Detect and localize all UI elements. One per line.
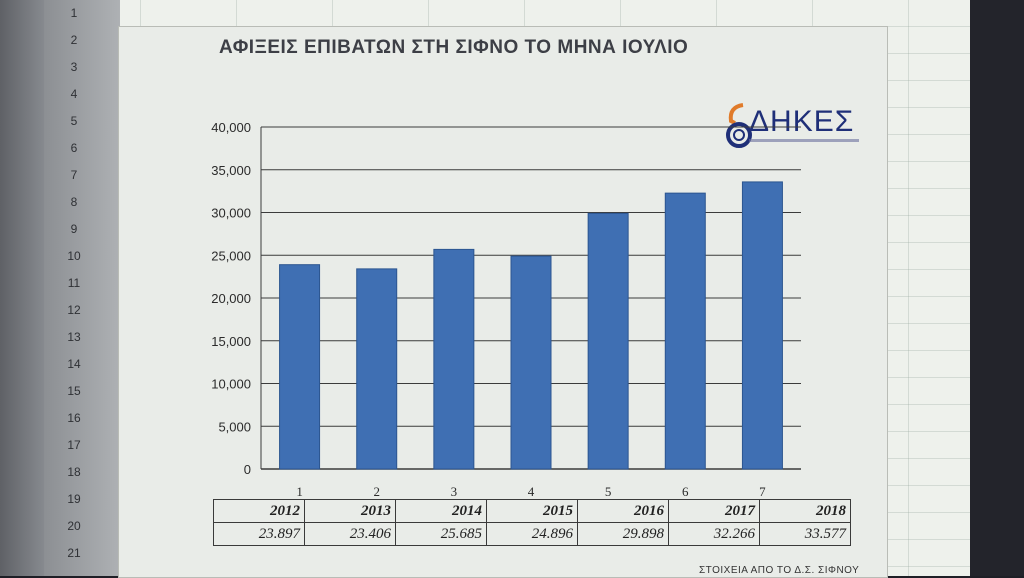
row-number[interactable]: 21 [67, 546, 81, 560]
x-tick-label: 3 [451, 484, 458, 499]
value-cell[interactable]: 24.896 [486, 522, 578, 546]
data-table: 2012 2013 2014 2015 2016 2017 2018 23.897 23.40… [213, 499, 851, 546]
logo-swirl-icon [726, 103, 752, 148]
row-number[interactable]: 16 [67, 411, 81, 425]
x-tick-label: 2 [373, 484, 380, 499]
source-note: ΣΤΟΙΧΕΙΑ ΑΠΟ ΤΟ Δ.Σ. ΣΙΦΝΟΥ [699, 565, 860, 576]
year-cell[interactable]: 2017 [668, 499, 760, 523]
year-cell[interactable]: 2014 [395, 499, 487, 523]
y-tick-label: 20,000 [211, 291, 251, 306]
year-cell[interactable]: 2015 [486, 499, 578, 523]
row-number[interactable]: 8 [70, 195, 78, 209]
row-number[interactable]: 5 [70, 114, 78, 128]
chart-object[interactable]: ΑΦΙΞΕΙΣ ΕΠΙΒΑΤΩΝ ΣΤΗ ΣΙΦΝΟ ΤΟ ΜΗΝΑ ΙΟΥΛΙ… [118, 26, 888, 578]
bar[interactable] [510, 255, 552, 470]
y-tick-label: 30,000 [211, 206, 251, 221]
y-tick-label: 15,000 [211, 334, 251, 349]
bar[interactable] [279, 264, 321, 470]
row-number[interactable]: 12 [67, 303, 81, 317]
row-number[interactable]: 1 [70, 6, 78, 20]
right-screen-edge [970, 0, 1024, 576]
row-number[interactable]: 14 [67, 357, 81, 371]
value-cell[interactable]: 29.898 [577, 522, 669, 546]
y-tick-label: 40,000 [211, 120, 251, 135]
x-tick-label: 7 [759, 484, 766, 499]
value-cell[interactable]: 23.897 [213, 522, 305, 546]
y-tick-label: 5,000 [218, 419, 251, 434]
row-number[interactable]: 18 [67, 465, 81, 479]
value-cell[interactable]: 33.577 [759, 522, 851, 546]
value-cell[interactable]: 23.406 [304, 522, 396, 546]
value-cell[interactable]: 32.266 [668, 522, 760, 546]
bar[interactable] [587, 212, 629, 470]
row-number[interactable]: 19 [67, 492, 81, 506]
row-number[interactable]: 3 [70, 60, 78, 74]
year-cell[interactable]: 2013 [304, 499, 396, 523]
value-row: 23.897 23.406 25.685 24.896 29.898 32.266 33.5… [213, 522, 851, 546]
row-number[interactable]: 9 [70, 222, 78, 236]
row-number[interactable]: 4 [70, 87, 78, 101]
row-number[interactable]: 11 [67, 276, 81, 290]
x-tick-label: 1 [296, 484, 303, 499]
year-cell[interactable]: 2016 [577, 499, 669, 523]
x-tick-label: 6 [682, 484, 689, 499]
y-tick-label: 35,000 [211, 163, 251, 178]
bar-plot: 0 5,000 10,000 15,000 20,000 25,000 30,000 35,0… [211, 120, 801, 499]
row-number[interactable]: 7 [70, 168, 78, 182]
x-tick-label: 5 [605, 484, 612, 499]
chart-title: ΑΦΙΞΕΙΣ ΕΠΙΒΑΤΩΝ ΣΤΗ ΣΙΦΝΟ ΤΟ ΜΗΝΑ ΙΟΥΛΙ… [219, 37, 689, 58]
value-cell[interactable]: 25.685 [395, 522, 487, 546]
year-cell[interactable]: 2012 [213, 499, 305, 523]
logo-text: ΔΗΚΕΣ [749, 105, 855, 138]
row-number[interactable]: 13 [67, 330, 81, 344]
row-number[interactable]: 20 [67, 519, 81, 533]
logo: ΔΗΚΕΣ [725, 99, 865, 155]
bar[interactable] [433, 248, 475, 470]
y-tick-label: 10,000 [211, 377, 251, 392]
row-number[interactable]: 6 [70, 141, 78, 155]
year-row: 2012 2013 2014 2015 2016 2017 2018 [213, 499, 851, 523]
x-tick-label: 4 [528, 484, 535, 499]
bar[interactable] [664, 192, 706, 470]
bar[interactable] [356, 268, 398, 470]
logo-subtitle-line [749, 139, 859, 142]
year-cell[interactable]: 2018 [759, 499, 851, 523]
bar[interactable] [741, 181, 783, 470]
y-tick-label: 0 [244, 462, 251, 477]
row-number-column: 1 2 3 4 5 6 7 8 9 10 11 12 13 14 15 16 17 18 19 20 21 [44, 0, 120, 576]
row-number[interactable]: 17 [67, 438, 81, 452]
y-tick-label: 25,000 [211, 248, 251, 263]
row-number[interactable]: 10 [67, 249, 81, 263]
row-number[interactable]: 15 [67, 384, 81, 398]
row-number[interactable]: 2 [70, 33, 78, 47]
